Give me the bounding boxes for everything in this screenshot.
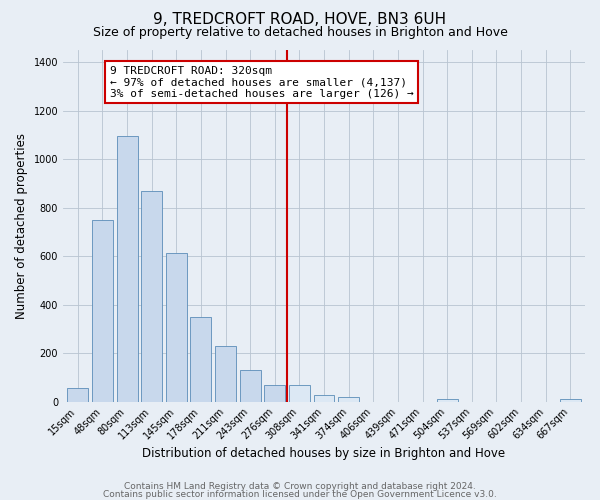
X-axis label: Distribution of detached houses by size in Brighton and Hove: Distribution of detached houses by size …	[142, 447, 506, 460]
Bar	[116, 136, 137, 402]
Bar	[67, 388, 88, 402]
Bar	[314, 395, 334, 402]
Text: 9 TREDCROFT ROAD: 320sqm
← 97% of detached houses are smaller (4,137)
3% of semi: 9 TREDCROFT ROAD: 320sqm ← 97% of detach…	[110, 66, 413, 99]
Bar	[338, 398, 359, 402]
Text: Contains HM Land Registry data © Crown copyright and database right 2024.: Contains HM Land Registry data © Crown c…	[124, 482, 476, 491]
Bar	[289, 384, 310, 402]
Bar	[190, 317, 211, 402]
Bar	[92, 220, 113, 402]
Text: Size of property relative to detached houses in Brighton and Hove: Size of property relative to detached ho…	[92, 26, 508, 39]
Bar	[560, 399, 581, 402]
Y-axis label: Number of detached properties: Number of detached properties	[15, 133, 28, 319]
Text: Contains public sector information licensed under the Open Government Licence v3: Contains public sector information licen…	[103, 490, 497, 499]
Text: 9, TREDCROFT ROAD, HOVE, BN3 6UH: 9, TREDCROFT ROAD, HOVE, BN3 6UH	[154, 12, 446, 28]
Bar	[166, 252, 187, 402]
Bar	[265, 384, 285, 402]
Bar	[215, 346, 236, 402]
Bar	[239, 370, 260, 402]
Bar	[437, 399, 458, 402]
Bar	[141, 190, 162, 402]
